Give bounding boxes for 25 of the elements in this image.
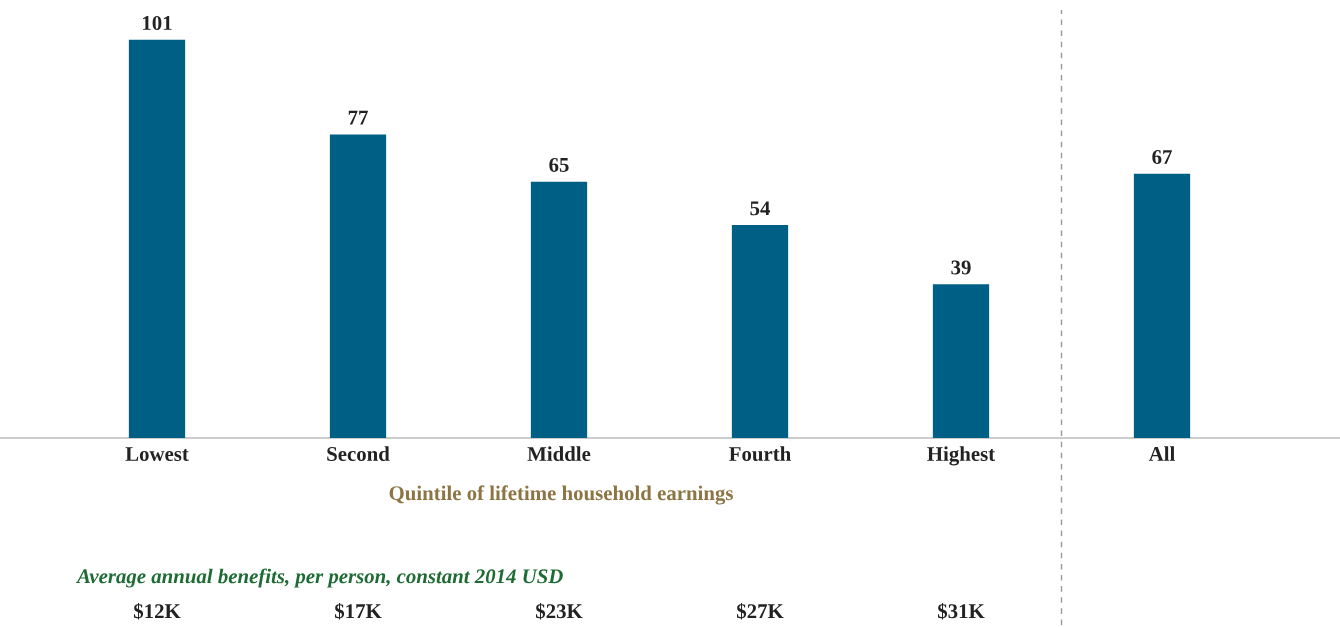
data-label: 101 <box>143 15 172 31</box>
bar <box>1133 173 1191 438</box>
text: $27K <box>737 602 784 620</box>
data-label: 54 <box>750 201 771 216</box>
data-label: 77 <box>348 110 368 125</box>
data-label: 39 <box>951 260 971 275</box>
text: $31K <box>938 602 985 620</box>
bar <box>329 134 387 438</box>
text: $23K <box>536 602 583 620</box>
data-label: 67 <box>1152 150 1172 165</box>
bar <box>128 39 186 438</box>
x-tick-label: All <box>1148 446 1175 461</box>
x-axis-title: Quintile of lifetime household earnings <box>389 485 733 505</box>
bar <box>932 284 990 438</box>
x-tick-label: Second <box>327 446 390 461</box>
x-tick-label: Middle <box>527 446 591 461</box>
x-tick-label: Fourth <box>729 446 791 462</box>
bar <box>731 225 789 438</box>
x-tick-label: Highest <box>927 446 996 466</box>
text: Average annual benefits, per person, constant 2014 USD <box>75 568 563 588</box>
text: $12K <box>134 602 181 620</box>
bar <box>530 181 588 438</box>
x-tick-label: Lowest <box>125 447 189 461</box>
text: $17K <box>335 602 382 620</box>
data-label: 65 <box>549 157 569 172</box>
